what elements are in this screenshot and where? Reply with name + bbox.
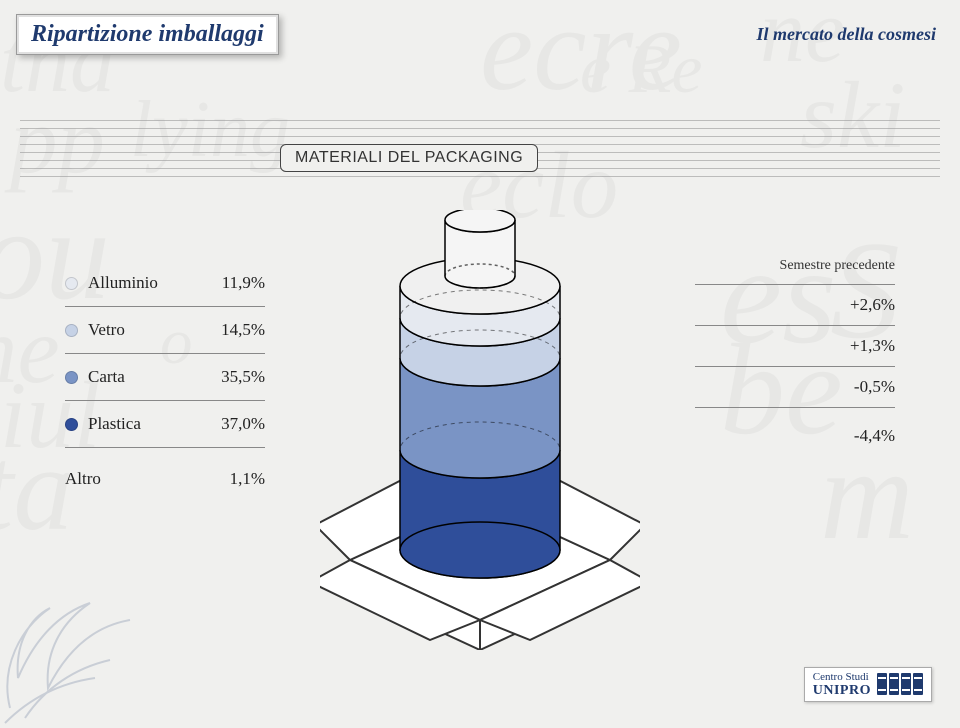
swatch-carta	[65, 371, 78, 384]
material-value: 1,1%	[230, 469, 265, 489]
change-value: -0,5%	[854, 377, 895, 397]
confindustria-eagle-icon	[0, 548, 150, 728]
books-icon	[877, 673, 923, 695]
footer-line1: Centro Studi	[813, 671, 871, 683]
changes-header: Semestre precedente	[695, 258, 895, 285]
title-plaque: Ripartizione imballaggi	[16, 14, 279, 55]
changes-list: Semestre precedente +2,6% +1,3% -0,5% -4…	[695, 258, 895, 456]
material-value: 14,5%	[221, 320, 265, 340]
materials-list: Alluminio 11,9% Vetro 14,5% Carta 35,5% …	[65, 260, 265, 502]
change-value: -4,4%	[854, 426, 895, 446]
change-row: -0,5%	[695, 367, 895, 408]
material-value: 37,0%	[221, 414, 265, 434]
change-value: +2,6%	[850, 295, 895, 315]
change-row: -4,4%	[695, 416, 895, 456]
material-label: Alluminio	[88, 273, 218, 293]
bottle-illustration	[320, 210, 640, 650]
material-label: Plastica	[88, 414, 217, 434]
swatch-vetro	[65, 324, 78, 337]
material-value: 11,9%	[222, 273, 265, 293]
footer-logo: Centro Studi UNIPRO	[804, 667, 932, 702]
material-label: Vetro	[88, 320, 217, 340]
material-row-other: Altro 1,1%	[65, 456, 265, 502]
material-row: Plastica 37,0%	[65, 401, 265, 448]
swatch-plastica	[65, 418, 78, 431]
change-row: +2,6%	[695, 285, 895, 326]
swatch-alluminio	[65, 277, 78, 290]
material-row: Vetro 14,5%	[65, 307, 265, 354]
material-label: Carta	[88, 367, 217, 387]
footer-line2: UNIPRO	[813, 683, 871, 698]
section-label: MATERIALI DEL PACKAGING	[280, 144, 538, 172]
change-row: +1,3%	[695, 326, 895, 367]
page-title: Ripartizione imballaggi	[31, 21, 264, 47]
header-subtitle: Il mercato della cosmesi	[757, 24, 936, 45]
material-row: Alluminio 11,9%	[65, 260, 265, 307]
material-value: 35,5%	[221, 367, 265, 387]
material-label: Altro	[65, 469, 226, 489]
material-row: Carta 35,5%	[65, 354, 265, 401]
change-value: +1,3%	[850, 336, 895, 356]
